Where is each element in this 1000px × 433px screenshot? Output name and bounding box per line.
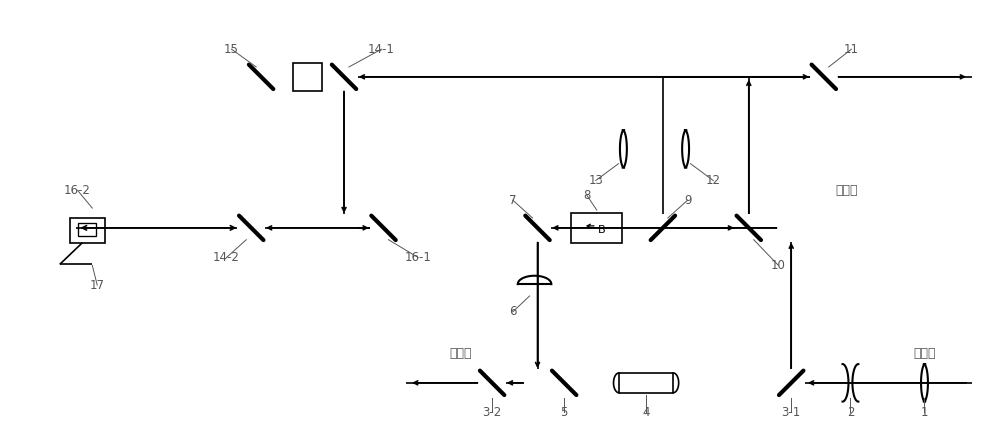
Text: 14-2: 14-2	[213, 251, 240, 264]
Text: 1: 1	[921, 406, 928, 419]
Text: 泵浦光: 泵浦光	[449, 347, 472, 360]
Text: 2: 2	[847, 406, 854, 419]
Bar	[78, 223, 96, 236]
Bar	[619, 373, 673, 393]
Text: 泵浦光: 泵浦光	[913, 347, 936, 360]
Text: 3-1: 3-1	[782, 406, 801, 419]
Bar	[293, 63, 322, 90]
Bar	[571, 213, 622, 242]
Text: 13: 13	[588, 174, 603, 187]
Text: 16-1: 16-1	[405, 251, 432, 264]
Text: 14-1: 14-1	[368, 43, 395, 56]
Text: 7: 7	[509, 194, 517, 207]
Text: 15: 15	[224, 43, 239, 56]
Text: 4: 4	[642, 406, 650, 419]
Text: 12: 12	[706, 174, 721, 187]
Text: 11: 11	[844, 43, 859, 56]
Text: 17: 17	[90, 278, 105, 291]
Text: 16-2: 16-2	[64, 184, 91, 197]
Text: 10: 10	[771, 259, 786, 272]
Bar	[70, 218, 105, 242]
Text: B: B	[598, 225, 605, 235]
Text: 输出光: 输出光	[836, 184, 858, 197]
Text: 6: 6	[509, 305, 517, 318]
Text: 9: 9	[684, 194, 691, 207]
Text: 3-2: 3-2	[482, 406, 502, 419]
Text: 5: 5	[560, 406, 568, 419]
Text: 8: 8	[583, 189, 591, 202]
